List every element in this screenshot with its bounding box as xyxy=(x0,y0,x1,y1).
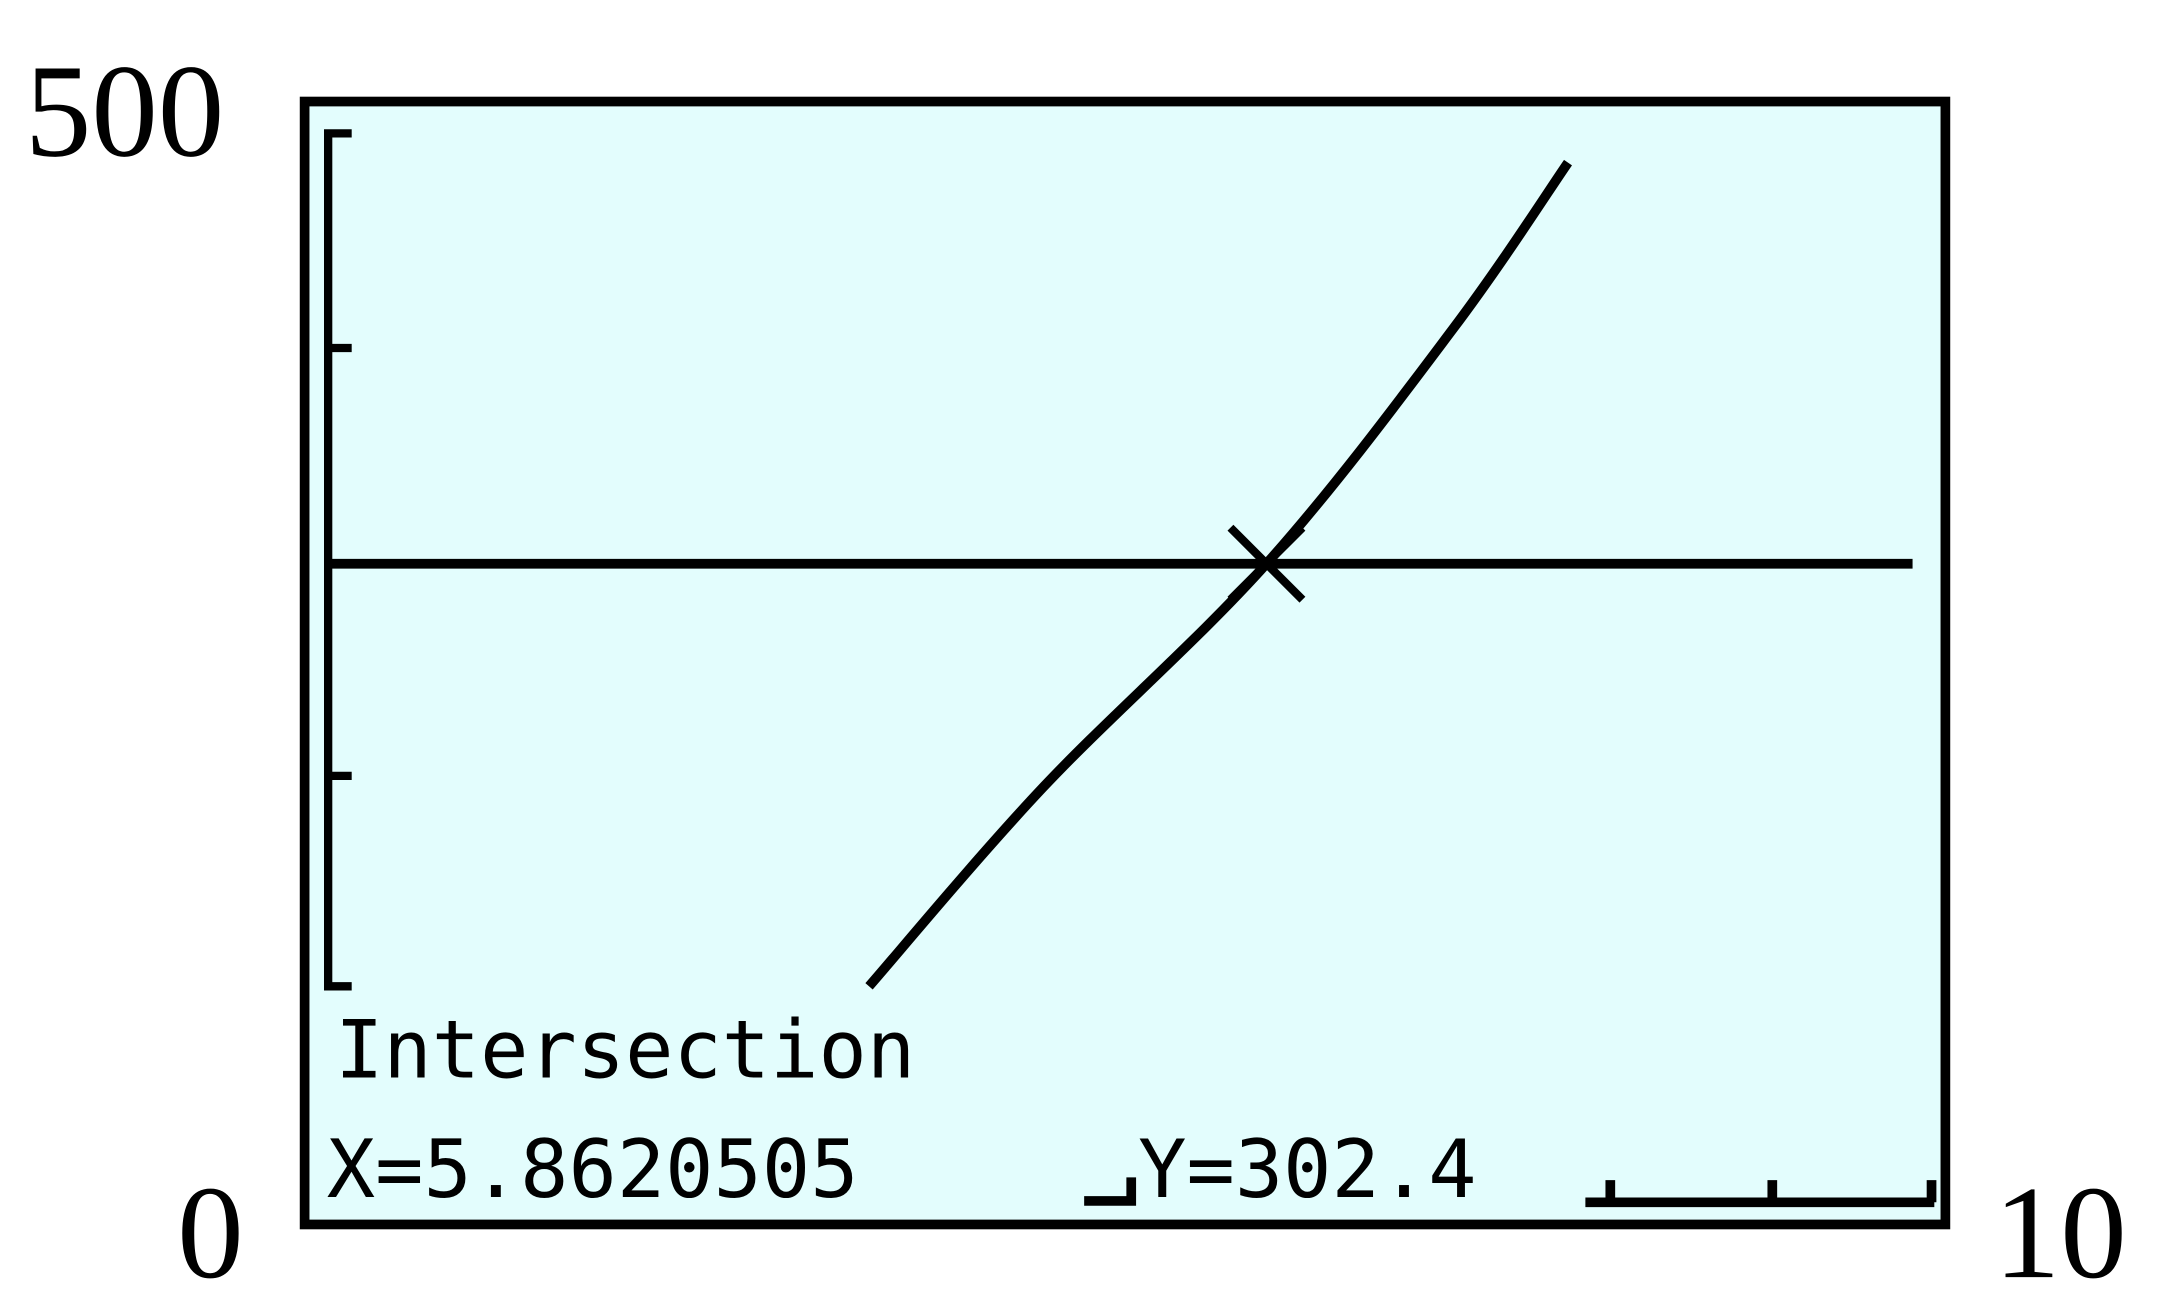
y-scale-bracket xyxy=(324,129,352,991)
intersection-cross-marker xyxy=(1227,524,1306,603)
origin-label: 0 xyxy=(177,1159,243,1290)
intersection-label: Intersection xyxy=(335,1003,915,1097)
x-max-label: 10 xyxy=(1994,1159,2127,1290)
screen-frame xyxy=(299,96,1951,1230)
y-readout: Y=302.4 xyxy=(1138,1122,1476,1216)
cursor-marker xyxy=(1084,1177,1137,1206)
x-readout: X=5.8620505 xyxy=(327,1122,859,1216)
x-scale-bracket xyxy=(1585,1180,1937,1208)
y-max-label: 500 xyxy=(25,38,224,185)
